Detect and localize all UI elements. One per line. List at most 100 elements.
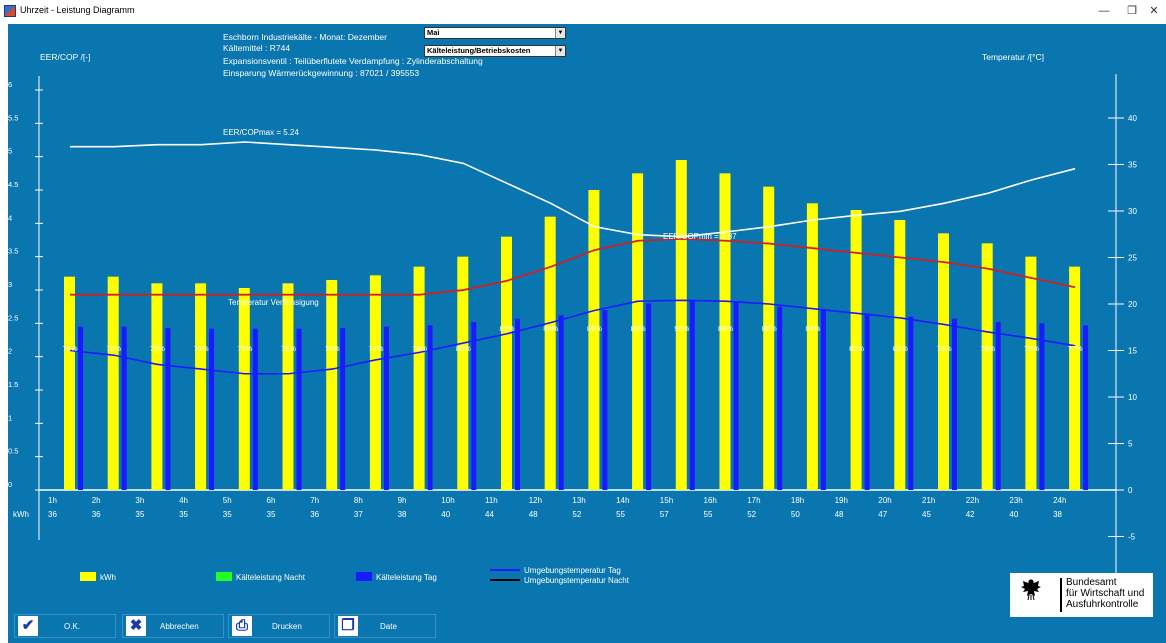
kwh-row-value: 55 — [704, 510, 713, 519]
x-tick-label: 1h — [48, 496, 57, 505]
x-tick-label: 5h — [223, 496, 232, 505]
close-button[interactable]: ✕ — [1149, 5, 1159, 17]
restore-button[interactable]: ❐ — [1127, 5, 1137, 17]
bar-kaelteleistung-tag — [165, 328, 171, 490]
bar-kwh — [675, 160, 687, 490]
left-axis-tick-label: 3 — [8, 280, 12, 289]
x-tick-label: 8h — [354, 496, 363, 505]
bar-kaelteleistung-tag — [1039, 323, 1045, 490]
x-tick-label: 6h — [267, 496, 276, 505]
federal-eagle-icon — [1021, 579, 1041, 601]
right-axis-tick-label: 40 — [1128, 114, 1137, 123]
kwh-row-value: 35 — [223, 510, 232, 519]
left-axis-tick-label: 2 — [8, 347, 12, 356]
bar-kaelteleistung-tag — [296, 328, 302, 490]
cancel-button-label: Abbrechen — [160, 621, 199, 631]
bar-percent-label: 78% — [980, 344, 995, 353]
kwh-row-label: kWh — [13, 510, 29, 519]
kwh-row-value: 37 — [354, 510, 363, 519]
header-location: Eschborn Industriekälte - Monat: Dezembe… — [223, 32, 387, 42]
kwh-row-value: 36 — [48, 510, 57, 519]
legend-kwh-label: kWh — [100, 573, 116, 582]
checkmark-icon: ✔ — [18, 616, 38, 636]
bar-kwh — [282, 283, 294, 490]
left-axis-tick-label: 1 — [8, 413, 12, 422]
bar-kaelteleistung-tag — [908, 316, 914, 490]
bar-kwh — [326, 280, 338, 490]
bar-percent-label: 90% — [674, 324, 689, 333]
minimize-button[interactable]: — — [1098, 5, 1110, 17]
print-button[interactable]: ⎙ Drucken — [228, 614, 330, 638]
bar-kaelteleistung-tag — [777, 306, 783, 490]
app-icon — [4, 5, 16, 17]
right-axis-tick-label: 25 — [1128, 254, 1137, 263]
x-tick-label: 13h — [572, 496, 585, 505]
bar-percent-label: 88% — [718, 324, 733, 333]
month-select[interactable]: Mai ▼ — [424, 27, 566, 39]
window-title: Uhrzeit - Leistung Diagramm — [20, 5, 135, 15]
x-tick-label: 3h — [135, 496, 144, 505]
bar-kaelteleistung-tag — [471, 322, 477, 490]
x-tick-label: 21h — [922, 496, 935, 505]
x-tick-label: 23h — [1009, 496, 1022, 505]
left-axis-tick-label: 5.5 — [8, 113, 18, 122]
title-bar: Uhrzeit - Leistung Diagramm — ❐ ✕ — [0, 0, 1166, 24]
bar-kwh — [457, 256, 469, 490]
logo-divider — [1060, 578, 1062, 612]
printer-icon: ⎙ — [232, 616, 252, 636]
left-axis-tick-label: 6 — [8, 80, 12, 89]
x-tick-label: 14h — [616, 496, 629, 505]
ok-button[interactable]: ✔ O.K. — [14, 614, 116, 638]
left-axis-tick-label: 0 — [8, 480, 12, 489]
x-tick-label: 20h — [878, 496, 891, 505]
line-umgebungstemperatur-tag — [69, 299, 1076, 375]
x-tick-label: 16h — [704, 496, 717, 505]
kwh-row-value: 38 — [398, 510, 407, 519]
bar-kwh — [151, 283, 163, 490]
bar-kaelteleistung-tag — [733, 302, 739, 490]
logo-line-2: für Wirtschaft und — [1066, 588, 1145, 599]
kwh-row-value: 52 — [747, 510, 756, 519]
x-tick-label: 12h — [529, 496, 542, 505]
data-button[interactable]: ❐ Date — [334, 614, 436, 638]
bar-kaelteleistung-tag — [78, 326, 83, 490]
x-tick-label: 10h — [441, 496, 454, 505]
mode-select[interactable]: Kälteleistung/Betriebskosten ▼ — [424, 45, 566, 57]
right-axis-tick-label: 10 — [1128, 393, 1137, 402]
x-tick-label: 7h — [310, 496, 319, 505]
x-tick-label: 2h — [92, 496, 101, 505]
annotation-eer-max: EER/COPmax = 5.24 — [223, 128, 299, 137]
bar-percent-label: 88% — [631, 324, 646, 333]
kwh-row-value: 35 — [179, 510, 188, 519]
legend-kaelteleistung-nacht-swatch — [216, 572, 232, 581]
legend-umgebung-tag-label: Umgebungstemperatur Tag — [524, 566, 621, 575]
bar-percent-label: 76% — [106, 344, 121, 353]
kwh-row-value: 57 — [660, 510, 669, 519]
header-heat-recovery: Einsparung Wärmerückgewinnung : 87021 / … — [223, 68, 420, 78]
bar-percent-label: 77% — [368, 344, 383, 353]
x-tick-label: 19h — [835, 496, 848, 505]
chart-window-client: 00.511.522.533.544.555.56-10-50510152025… — [8, 24, 1166, 643]
print-button-label: Drucken — [272, 621, 302, 631]
right-axis-tick-label: 5 — [1128, 440, 1133, 449]
bar-kwh — [107, 276, 119, 490]
bar-kaelteleistung-tag — [252, 328, 258, 490]
x-tick-label: 15h — [660, 496, 673, 505]
chevron-down-icon[interactable]: ▼ — [555, 28, 565, 38]
legend-kwh-swatch — [80, 572, 96, 581]
x-tick-label: 11h — [485, 496, 498, 505]
annotation-eer-min: EER/COPmin = 3.87 — [663, 232, 737, 241]
bar-percent-label: 86% — [762, 324, 777, 333]
bar-kwh — [238, 288, 250, 490]
window-icon: ❐ — [338, 616, 358, 636]
bar-percent-label: 75% — [237, 344, 252, 353]
bar-percent-label: 78% — [412, 344, 427, 353]
right-axis-title: Temperatur /[°C] — [982, 52, 1044, 62]
chevron-down-icon[interactable]: ▼ — [555, 46, 565, 56]
header-expansion-valve: Expansionsventil : Teilüberflutete Verda… — [223, 56, 483, 66]
right-axis-tick-label: 35 — [1128, 161, 1137, 170]
cancel-button[interactable]: ✖ Abbrechen — [122, 614, 224, 638]
bafa-logo: Bundesamt für Wirtschaft und Ausfuhrkont… — [1010, 573, 1153, 617]
bar-kwh — [981, 243, 993, 490]
bar-kaelteleistung-tag — [864, 313, 870, 490]
